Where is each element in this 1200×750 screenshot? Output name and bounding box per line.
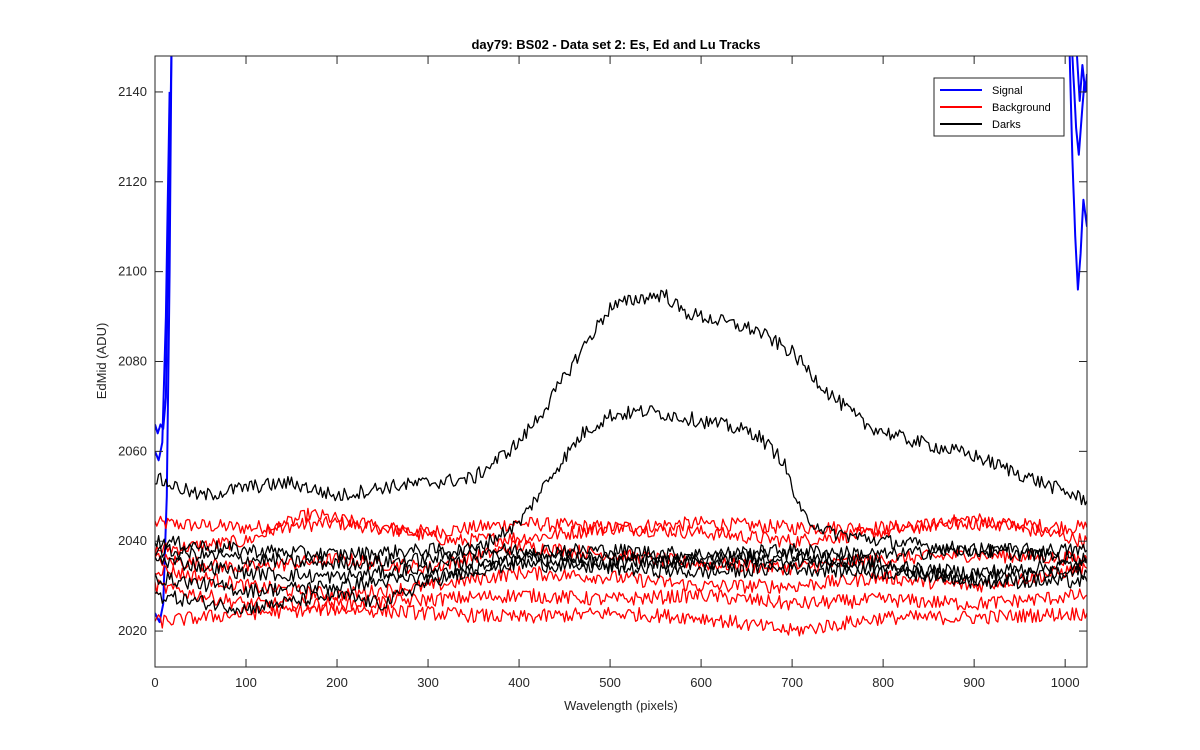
x-tick-label: 600 [690, 675, 712, 690]
x-axis-label: Wavelength (pixels) [564, 698, 678, 713]
x-tick-label: 0 [151, 675, 158, 690]
series-line-background-7 [155, 507, 1087, 557]
legend-label-darks: Darks [992, 119, 1021, 131]
series-layer [155, 56, 1087, 637]
series-line-darks-17 [155, 547, 1087, 615]
y-tick-label: 2060 [118, 443, 147, 458]
y-tick-label: 2100 [118, 264, 147, 279]
y-axis-label: EdMid (ADU) [94, 323, 109, 400]
y-tick-label: 2120 [118, 174, 147, 189]
series-line-darks-16 [155, 557, 1087, 599]
x-tick-label: 100 [235, 675, 257, 690]
y-tick-label: 2080 [118, 354, 147, 369]
series-line-darks-13 [155, 405, 1087, 571]
x-tick-label: 200 [326, 675, 348, 690]
series-line-signal-1 [155, 56, 173, 624]
y-tick-label: 2140 [118, 84, 147, 99]
legend-label-signal: Signal [992, 85, 1023, 97]
series-line-background-10 [155, 579, 1087, 612]
series-line-signal-5 [1076, 56, 1087, 102]
series-line-darks-12 [155, 289, 1087, 506]
series-line-signal-3 [1068, 56, 1087, 291]
x-tick-label: 900 [963, 675, 985, 690]
legend-label-background: Background [992, 102, 1051, 114]
series-line-darks-14 [155, 535, 1087, 562]
x-axis: 0 100 200 300 400 500 600 700 800 900 1000 [151, 56, 1080, 690]
series-line-signal-2 [155, 91, 171, 462]
x-tick-label: 300 [417, 675, 439, 690]
y-axis: 2020 2040 2060 2080 2100 2120 2140 [118, 84, 1087, 638]
chart-title: day79: BS02 - Data set 2: Es, Ed and Lu … [471, 37, 760, 52]
x-tick-label: 500 [599, 675, 621, 690]
y-tick-label: 2040 [118, 533, 147, 548]
x-tick-label: 400 [508, 675, 530, 690]
legend: Signal Background Darks [933, 77, 1065, 137]
series-line-background-11 [155, 601, 1087, 637]
x-tick-label: 700 [781, 675, 803, 690]
series-line-background-9 [155, 562, 1087, 602]
x-tick-label: 1000 [1051, 675, 1080, 690]
y-tick-label: 2020 [118, 623, 147, 638]
x-tick-label: 800 [872, 675, 894, 690]
